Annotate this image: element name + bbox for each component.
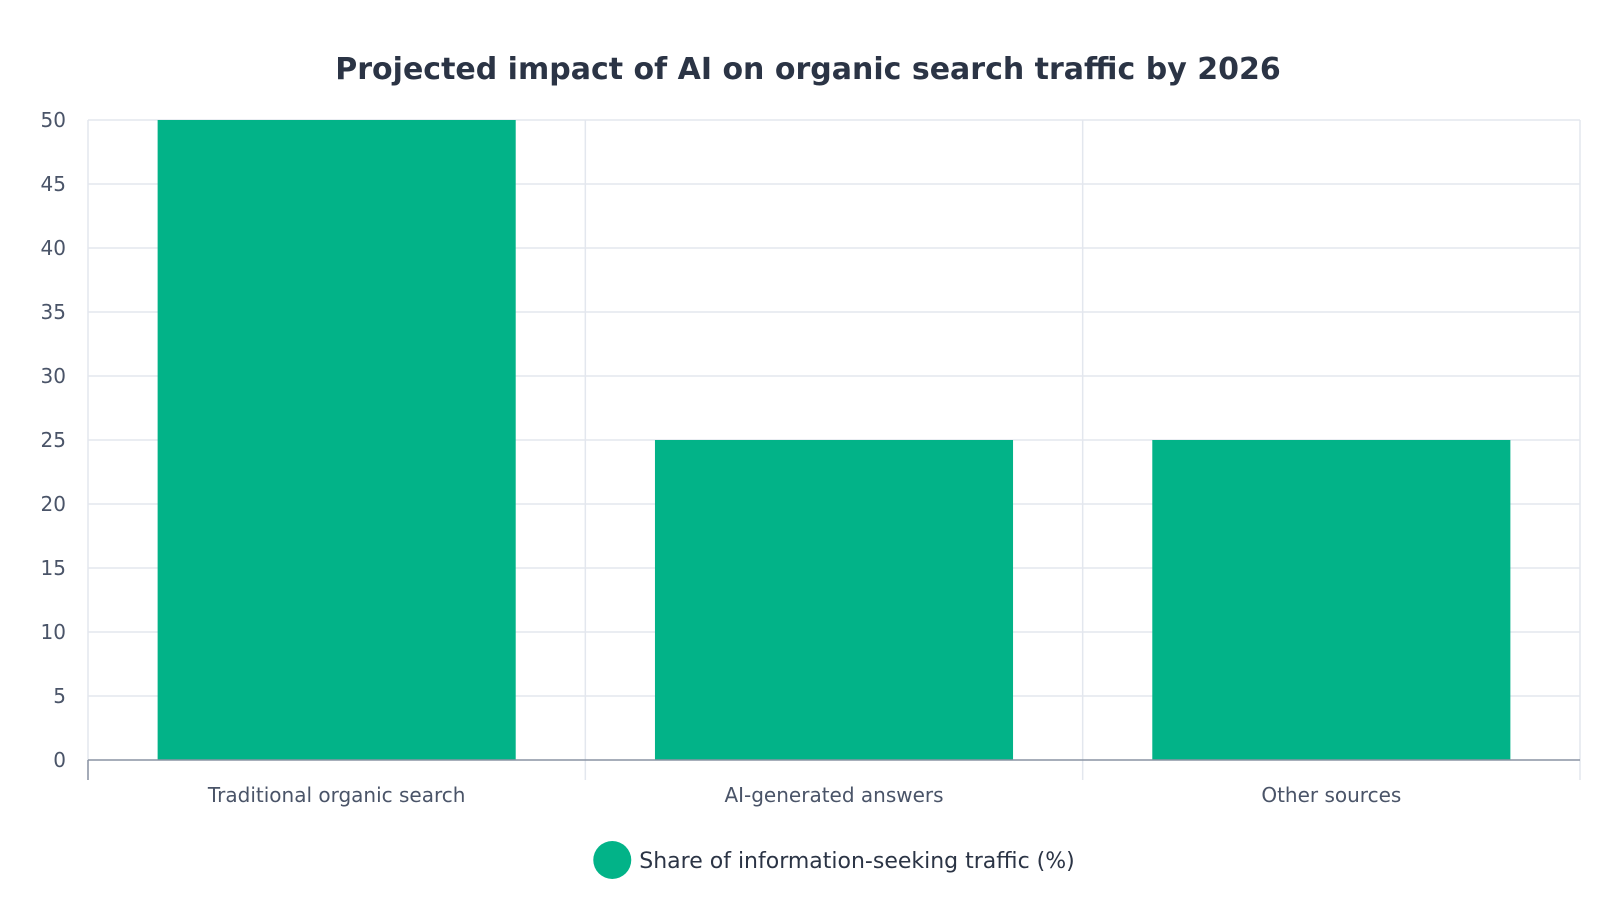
y-tick-label: 0: [53, 748, 66, 772]
bar[interactable]: [157, 120, 516, 760]
chart-title: Projected impact of AI on organic search…: [335, 52, 1280, 87]
legend[interactable]: Share of information-seeking traffic (%): [593, 841, 1075, 879]
x-tick-label: Traditional organic search: [207, 783, 466, 807]
x-axis-ticks: Traditional organic search AI-generated a…: [207, 783, 1401, 807]
y-tick-label: 40: [41, 236, 66, 260]
legend-label[interactable]: Share of information-seeking traffic (%): [639, 849, 1074, 874]
y-tick-label: 10: [41, 620, 66, 644]
y-tick-label: 25: [41, 428, 66, 452]
y-tick-label: 30: [41, 364, 66, 388]
bars: [157, 120, 1511, 760]
axes: [87, 759, 1580, 780]
bar[interactable]: [654, 440, 1014, 760]
y-tick-label: 20: [41, 492, 66, 516]
y-tick-label: 15: [41, 556, 66, 580]
y-tick-label: 45: [41, 172, 66, 196]
y-tick-label: 5: [53, 684, 66, 708]
y-tick-label: 50: [41, 108, 66, 132]
x-tick-label: Other sources: [1261, 783, 1401, 807]
legend-swatch[interactable]: [593, 841, 632, 879]
x-tick-label: AI-generated answers: [724, 783, 943, 807]
bar[interactable]: [1152, 440, 1511, 760]
y-axis-ticks: 0 5 10 15 20 25 30 35 40 45 50: [41, 108, 66, 772]
y-tick-label: 35: [41, 300, 66, 324]
